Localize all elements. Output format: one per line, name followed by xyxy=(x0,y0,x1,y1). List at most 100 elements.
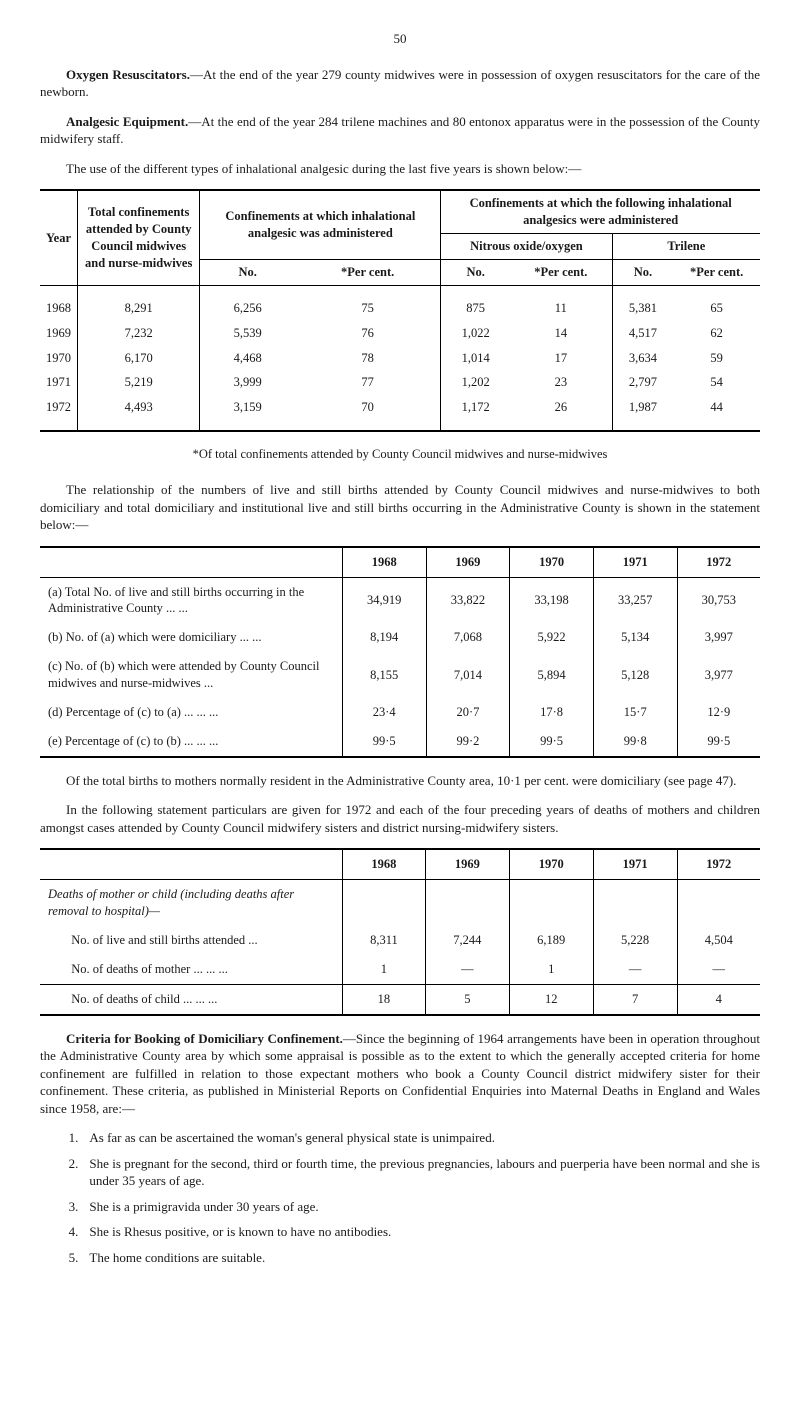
para-table3-intro: In the following statement particulars a… xyxy=(40,801,760,836)
cell: 5,922 xyxy=(510,623,594,652)
cell-label: No. of deaths of child ... ... ... xyxy=(40,984,342,1014)
th-total: Total confinements attended by County Co… xyxy=(78,190,200,285)
para-criteria: Criteria for Booking of Domiciliary Conf… xyxy=(40,1030,760,1118)
cell: 1968 xyxy=(40,285,78,320)
cell: 1 xyxy=(509,955,593,984)
list-item: As far as can be ascertained the woman's… xyxy=(82,1129,760,1147)
cell: 70 xyxy=(295,395,441,431)
cell: 4,517 xyxy=(612,321,673,346)
lead-analgesic: Analgesic Equipment. xyxy=(66,114,188,129)
cell: 3,977 xyxy=(677,652,760,698)
cell-label: (e) Percentage of (c) to (b) ... ... ... xyxy=(40,727,342,757)
cell: 99·5 xyxy=(342,727,426,757)
cell: 875 xyxy=(441,285,510,320)
table-row: 1970 6,170 4,468 78 1,014 17 3,634 59 xyxy=(40,346,760,371)
cell: 12 xyxy=(509,984,593,1014)
list-item: She is Rhesus positive, or is known to h… xyxy=(82,1223,760,1241)
cell: — xyxy=(593,955,677,984)
th-no: No. xyxy=(612,259,673,285)
cell: 34,919 xyxy=(342,577,426,623)
th-year: 1968 xyxy=(342,849,425,879)
cell: 5,894 xyxy=(510,652,594,698)
cell-label: (d) Percentage of (c) to (a) ... ... ... xyxy=(40,698,342,727)
cell xyxy=(593,880,677,926)
th-year: 1968 xyxy=(342,547,426,577)
th-percent: *Per cent. xyxy=(295,259,441,285)
cell: 75 xyxy=(295,285,441,320)
table-row: Deaths of mother or child (including dea… xyxy=(40,880,760,926)
cell: 5,381 xyxy=(612,285,673,320)
page-number: 50 xyxy=(40,30,760,48)
cell: 7 xyxy=(593,984,677,1014)
cell: 5 xyxy=(425,984,509,1014)
th-year: 1970 xyxy=(509,849,593,879)
cell: 33,257 xyxy=(593,577,677,623)
cell: 5,134 xyxy=(593,623,677,652)
table-row: 1972 4,493 3,159 70 1,172 26 1,987 44 xyxy=(40,395,760,431)
th-no: No. xyxy=(200,259,295,285)
cell: 23·4 xyxy=(342,698,426,727)
th-year: Year xyxy=(40,190,78,285)
cell: 1 xyxy=(342,955,425,984)
criteria-list: As far as can be ascertained the woman's… xyxy=(40,1129,760,1266)
cell: 5,228 xyxy=(593,926,677,955)
cell: 1969 xyxy=(40,321,78,346)
cell: 99·2 xyxy=(426,727,510,757)
para-table1-intro: The use of the different types of inhala… xyxy=(40,160,760,178)
cell: 4,493 xyxy=(78,395,200,431)
cell: 5,219 xyxy=(78,370,200,395)
cell-label: (c) No. of (b) which were attended by Co… xyxy=(40,652,342,698)
cell: 78 xyxy=(295,346,441,371)
lead-criteria: Criteria for Booking of Domiciliary Conf… xyxy=(66,1031,343,1046)
para-analgesic: Analgesic Equipment.—At the end of the y… xyxy=(40,113,760,148)
th-year: 1971 xyxy=(593,849,677,879)
list-item: She is pregnant for the second, third or… xyxy=(82,1155,760,1190)
cell: 8,291 xyxy=(78,285,200,320)
cell: 7,068 xyxy=(426,623,510,652)
cell: 6,256 xyxy=(200,285,295,320)
cell: 6,189 xyxy=(509,926,593,955)
cell: 4,468 xyxy=(200,346,295,371)
table-row: (a) Total No. of live and still births o… xyxy=(40,577,760,623)
cell: 26 xyxy=(510,395,612,431)
cell: 99·8 xyxy=(593,727,677,757)
cell xyxy=(342,880,425,926)
cell: 14 xyxy=(510,321,612,346)
cell: 7,232 xyxy=(78,321,200,346)
th-blank xyxy=(40,547,342,577)
cell: 8,155 xyxy=(342,652,426,698)
th-year: 1970 xyxy=(510,547,594,577)
cell: 8,194 xyxy=(342,623,426,652)
th-year: 1972 xyxy=(677,547,760,577)
th-nitrous: Nitrous oxide/oxygen xyxy=(441,234,612,260)
table-row: 1968 8,291 6,256 75 875 11 5,381 65 xyxy=(40,285,760,320)
table-row: 1971 5,219 3,999 77 1,202 23 2,797 54 xyxy=(40,370,760,395)
th-percent: *Per cent. xyxy=(510,259,612,285)
table-analgesic-types: Year Total confinements attended by Coun… xyxy=(40,189,760,432)
cell: 3,634 xyxy=(612,346,673,371)
cell: 54 xyxy=(673,370,760,395)
cell: — xyxy=(677,955,760,984)
cell: 33,822 xyxy=(426,577,510,623)
table-row: (d) Percentage of (c) to (a) ... ... ...… xyxy=(40,698,760,727)
para-oxygen: Oxygen Resuscitators.—At the end of the … xyxy=(40,66,760,101)
cell: 1,202 xyxy=(441,370,510,395)
table-row: No. of deaths of mother ... ... ... 1 — … xyxy=(40,955,760,984)
cell: 65 xyxy=(673,285,760,320)
cell-label: (b) No. of (a) which were domiciliary ..… xyxy=(40,623,342,652)
cell: 7,014 xyxy=(426,652,510,698)
cell-header: Deaths of mother or child (including dea… xyxy=(40,880,342,926)
list-item: The home conditions are suitable. xyxy=(82,1249,760,1267)
cell: 1,022 xyxy=(441,321,510,346)
cell: 1,172 xyxy=(441,395,510,431)
cell: 3,999 xyxy=(200,370,295,395)
table-row: 1969 7,232 5,539 76 1,022 14 4,517 62 xyxy=(40,321,760,346)
cell: 99·5 xyxy=(510,727,594,757)
cell: 3,997 xyxy=(677,623,760,652)
table-deaths: 1968 1969 1970 1971 1972 Deaths of mothe… xyxy=(40,848,760,1015)
cell: 17 xyxy=(510,346,612,371)
cell: 76 xyxy=(295,321,441,346)
cell: 20·7 xyxy=(426,698,510,727)
cell: 2,797 xyxy=(612,370,673,395)
list-item: She is a primigravida under 30 years of … xyxy=(82,1198,760,1216)
